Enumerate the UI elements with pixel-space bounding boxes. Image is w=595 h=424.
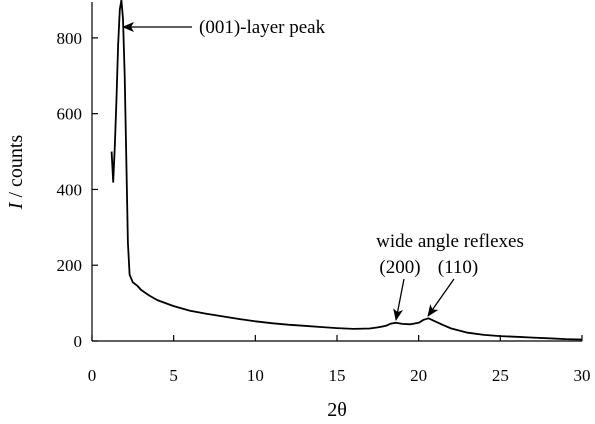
x-ticks: 0 5 10 15 20 25 30 <box>88 335 591 385</box>
y-tick-label: 200 <box>57 256 83 275</box>
series-line <box>110 0 583 341</box>
y-axis-label-rest: / counts <box>5 135 27 203</box>
x-tick-label: 15 <box>329 366 346 385</box>
x-tick-label: 30 <box>574 366 591 385</box>
x-tick-label: 0 <box>88 366 97 385</box>
y-axis-label: I / counts <box>5 135 27 211</box>
x-tick-label: 25 <box>492 366 509 385</box>
annotation-wide-angle-reflexes: wide angle reflexes <box>376 231 524 252</box>
y-ticks: 0 200 400 600 800 <box>57 29 98 351</box>
plot-frame <box>91 2 582 342</box>
y-tick-label: 600 <box>57 105 83 124</box>
x-tick-label: 10 <box>247 366 264 385</box>
x-axis-label: 2θ <box>327 399 347 421</box>
x-tick-label: 5 <box>169 366 178 385</box>
y-tick-label: 800 <box>57 29 83 48</box>
annotations: (001)-layer peak wide angle reflexes (20… <box>122 17 524 321</box>
annotation-001-layer-peak: (001)-layer peak <box>199 17 326 38</box>
x-tick-label: 20 <box>410 366 427 385</box>
y-tick-label: 0 <box>74 332 83 351</box>
y-tick-label: 400 <box>57 180 83 199</box>
annotation-110: (110) <box>438 257 478 278</box>
arrow-200 <box>393 278 405 321</box>
arrow-110 <box>427 278 455 317</box>
y-axis-label-italic: I <box>5 201 27 210</box>
annotation-200: (200) <box>379 257 420 278</box>
